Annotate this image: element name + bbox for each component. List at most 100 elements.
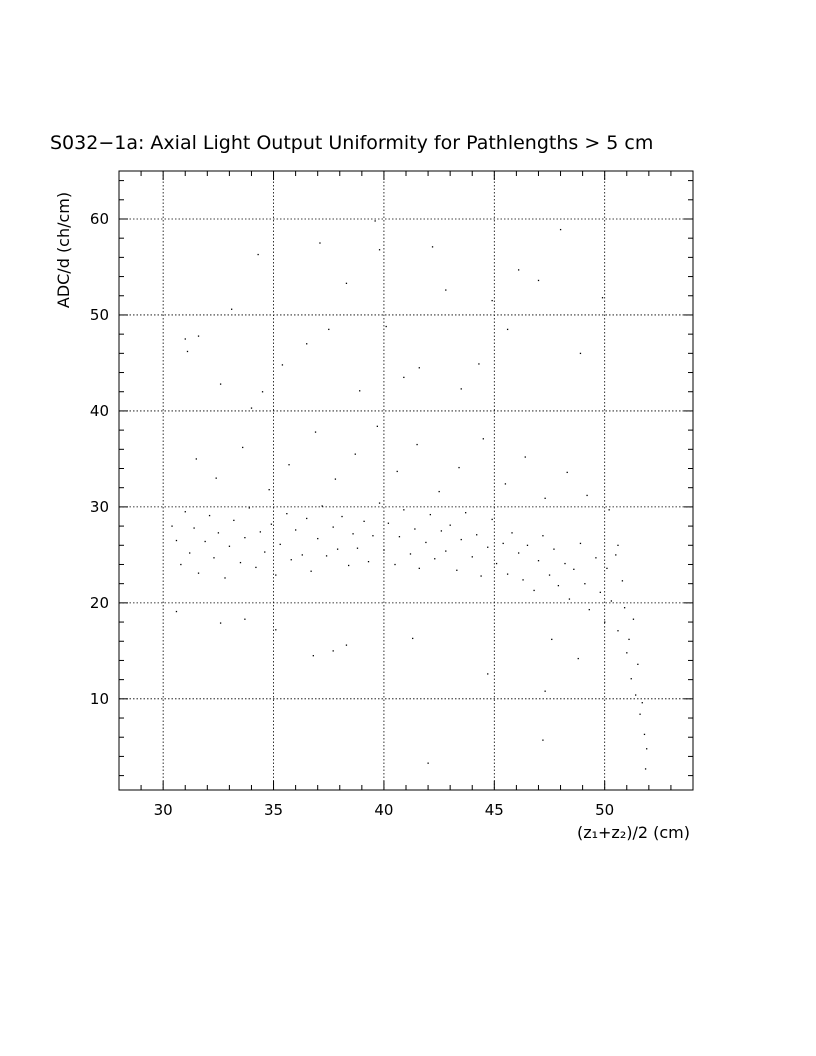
data-point (306, 517, 308, 520)
data-point (332, 650, 334, 652)
data-point (641, 702, 643, 704)
data-point (438, 490, 440, 493)
data-point (244, 618, 246, 620)
data-point (171, 525, 173, 527)
data-point (573, 568, 575, 570)
data-point (506, 328, 509, 331)
data-point (242, 446, 244, 449)
data-point (643, 733, 646, 736)
data-point (385, 325, 387, 328)
data-point (332, 526, 334, 528)
data-point (325, 555, 328, 557)
data-point (553, 548, 555, 550)
data-point (268, 489, 270, 491)
data-point (334, 478, 337, 480)
data-point (295, 529, 297, 531)
data-point (491, 518, 493, 521)
data-point (476, 534, 478, 536)
data-points (171, 220, 648, 770)
data-point (412, 637, 414, 640)
data-point (566, 471, 568, 474)
data-point (314, 431, 317, 433)
data-point (458, 466, 460, 469)
data-point (449, 524, 451, 526)
data-point (180, 563, 182, 566)
y-tick-label: 40 (90, 402, 109, 420)
data-point (615, 554, 617, 556)
data-point (261, 391, 264, 393)
data-point (604, 621, 606, 623)
data-point (544, 690, 546, 692)
data-point (434, 558, 436, 560)
data-point (376, 425, 378, 427)
x-axis-label: (z₁+z₂)/2 (cm) (577, 823, 690, 842)
y-tick-labels: 10 20 30 40 50 60 (90, 210, 109, 708)
data-point (310, 570, 312, 572)
data-point (275, 629, 277, 631)
data-point (345, 282, 348, 284)
y-tick-label: 50 (90, 306, 109, 324)
data-point (409, 553, 412, 555)
data-point (378, 502, 381, 504)
x-tick-label: 50 (595, 801, 614, 819)
data-point (208, 514, 211, 517)
data-point (526, 544, 529, 546)
data-point (548, 574, 551, 576)
data-point (623, 607, 626, 609)
data-point (416, 443, 418, 446)
chart-title: S032−1a: Axial Light Output Uniformity f… (50, 132, 653, 154)
data-point (197, 335, 200, 337)
data-point (630, 678, 632, 680)
x-tick-label: 35 (264, 801, 283, 819)
x-tick-label: 45 (485, 801, 504, 819)
data-point (427, 762, 429, 764)
data-point (215, 477, 217, 479)
data-point (601, 297, 604, 299)
data-point (626, 652, 628, 654)
data-point (396, 470, 398, 473)
data-point (482, 438, 484, 440)
data-point (244, 537, 246, 539)
data-point (224, 577, 226, 579)
data-point (387, 522, 390, 524)
data-point (219, 622, 222, 624)
data-point (621, 580, 624, 582)
data-point (197, 572, 200, 574)
data-point (255, 566, 257, 569)
data-point (217, 532, 220, 534)
data-point (522, 579, 524, 581)
data-point (517, 552, 520, 554)
data-point (257, 253, 259, 256)
data-point (460, 538, 462, 541)
data-point (646, 748, 648, 750)
data-point (359, 390, 361, 392)
data-point (445, 550, 447, 552)
data-point (579, 542, 582, 545)
data-point (193, 527, 195, 529)
data-point (608, 509, 610, 511)
data-point (635, 694, 637, 696)
grid-lines (119, 171, 693, 790)
data-point (551, 638, 553, 641)
data-point (568, 598, 571, 600)
data-point (264, 551, 266, 553)
data-point (175, 610, 178, 613)
y-axis-label: ADC/d (ch/cm) (54, 192, 73, 308)
x-tick-label: 30 (154, 801, 173, 819)
data-point (345, 644, 348, 646)
data-point (372, 535, 374, 537)
data-point (517, 269, 520, 271)
data-point (537, 279, 540, 282)
data-point (228, 545, 231, 547)
data-point (610, 600, 613, 602)
data-point (319, 242, 321, 244)
data-point (288, 464, 290, 466)
data-point (230, 308, 233, 310)
data-point (195, 458, 197, 460)
data-point (184, 511, 186, 513)
data-point (577, 657, 579, 660)
data-point (189, 552, 191, 554)
data-point (354, 453, 356, 455)
data-point (186, 350, 189, 353)
data-point (586, 494, 588, 497)
